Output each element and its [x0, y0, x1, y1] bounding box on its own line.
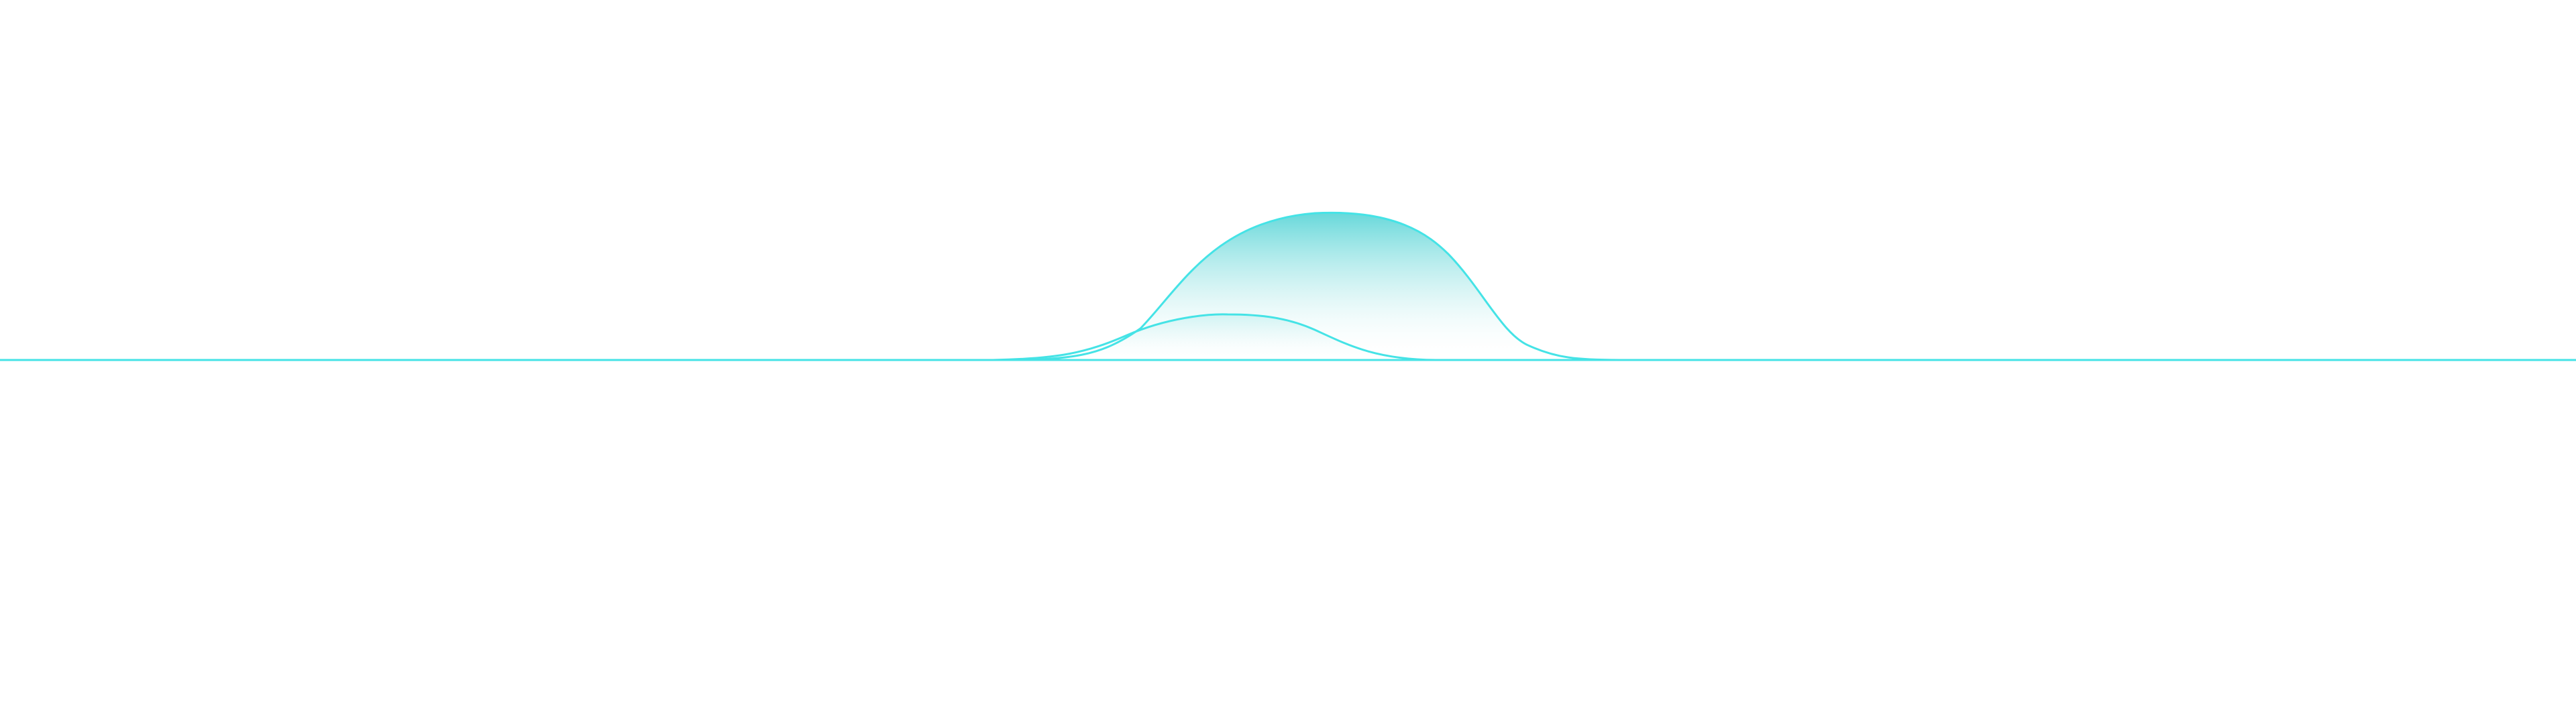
- wave-small-hump-line: [992, 313, 1436, 361]
- wave-big-hump-line: [992, 211, 1624, 361]
- wave-big-hump-fill: [1006, 213, 1610, 360]
